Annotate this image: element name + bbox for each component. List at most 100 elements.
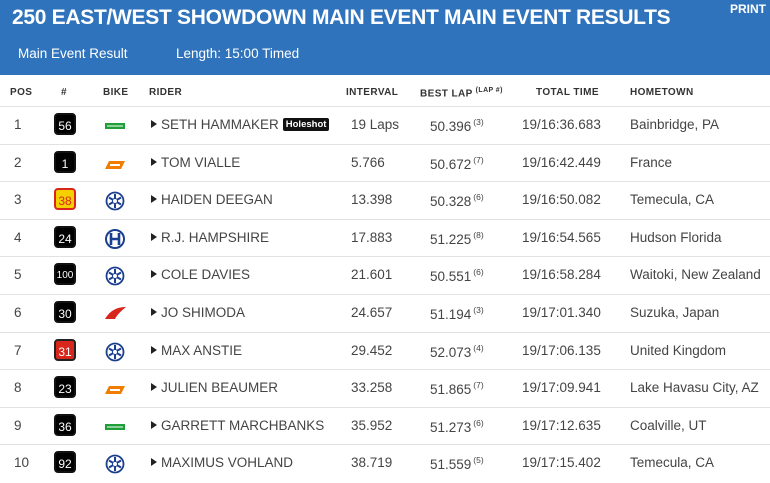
lap-number: (6) <box>473 267 484 278</box>
rider[interactable]: JULIEN BEAUMER <box>150 380 278 395</box>
expand-arrow <box>151 383 157 392</box>
total-time: 19/16:50.082 <box>522 192 601 208</box>
rider[interactable]: MAX ANSTIE <box>150 343 242 358</box>
total-time: 19/16:36.683 <box>522 117 601 132</box>
rider[interactable]: SETH HAMMAKER Holeshot <box>150 117 330 132</box>
best-lap: 50.551 (6) <box>430 267 484 284</box>
expand-arrow <box>151 232 157 241</box>
best-lap-time: 52.073 <box>430 344 472 360</box>
interval: 5.766 <box>351 154 385 170</box>
total-time: 19/17:12.635 <box>522 417 601 433</box>
lap-number: (6) <box>473 417 484 428</box>
hometown: Coalville, UT <box>630 417 707 433</box>
col-header: POS <box>10 87 33 98</box>
hometown: France <box>630 154 673 170</box>
col-header: INTERVAL <box>346 87 399 98</box>
bike-icon <box>105 423 125 430</box>
pos: 8 <box>14 380 22 396</box>
rider-name: HAIDEN DEEGAN <box>161 192 273 208</box>
bike-icon <box>105 307 126 319</box>
rider-name: MAX ANSTIE <box>161 342 243 358</box>
best-lap-time: 50.328 <box>430 194 472 210</box>
rider-name: R.J. HAMPSHIRE <box>161 229 270 245</box>
hometown: Temecula, CA <box>630 192 715 208</box>
pos: 6 <box>14 305 22 320</box>
number-plate: 100 <box>54 263 76 286</box>
table-row: 10 92 MAXIMUS VOHLAND 38.719 51.559 (5) 19/17:… <box>0 444 770 483</box>
col-header: HOMETOWN <box>630 87 694 98</box>
number-plate: 56 <box>54 113 76 135</box>
col-header: BEST LAP (LAP #) <box>420 87 503 99</box>
pos: 7 <box>14 342 22 358</box>
number-plate: 92 <box>54 451 76 474</box>
number-plate: 36 <box>54 413 76 436</box>
lap-number: (7) <box>473 154 484 165</box>
interval: 35.952 <box>351 417 393 433</box>
col-header: BIKE <box>103 87 129 98</box>
best-lap: 50.328 (6) <box>430 192 484 209</box>
best-lap-time: 51.273 <box>430 419 472 435</box>
total-time: 19/17:09.941 <box>522 380 601 396</box>
rider-name: JO SHIMODA <box>161 305 246 320</box>
rider[interactable]: HAIDEN DEEGAN <box>150 192 273 207</box>
table-row: 2 1 TOM VIALLE 5.766 50.672 (7) 19/16:42.449 Fr… <box>0 143 770 183</box>
rider[interactable]: COLE DAVIES <box>150 267 250 282</box>
total-time: 19/17:15.402 <box>522 455 601 471</box>
rider-name: JULIEN BEAUMER <box>161 380 279 396</box>
expand-arrow <box>151 458 157 467</box>
best-lap-time: 50.396 <box>430 119 472 134</box>
bike-icon <box>105 454 125 474</box>
number-plate: 30 <box>54 301 76 323</box>
print-button[interactable]: PRINT <box>730 2 766 16</box>
rider[interactable]: MAXIMUS VOHLAND <box>150 455 293 470</box>
best-lap: 51.273 (6) <box>430 418 484 435</box>
best-lap: 50.672 (7) <box>430 155 484 172</box>
expand-arrow <box>151 270 157 279</box>
pos: 1 <box>14 117 22 132</box>
lap-number: (3) <box>473 117 484 127</box>
table-row: 1 56 SETH HAMMAKER Holeshot 19 Laps 50.396 (3)… <box>0 106 770 145</box>
bike-icon <box>105 123 125 129</box>
table-row: 8 23 JULIEN BEAUMER 33.258 51.865 (7) 19/17:09… <box>0 369 770 408</box>
pos: 2 <box>14 154 22 170</box>
header-bar: 250 EAST/WEST SHOWDOWN MAIN EVENT MAIN E… <box>0 0 770 75</box>
interval: 38.719 <box>351 455 393 471</box>
bike-icon <box>105 160 125 169</box>
best-lap: 52.073 (4) <box>430 343 484 360</box>
best-lap-time: 50.672 <box>430 156 472 172</box>
rider[interactable]: R.J. HAMPSHIRE <box>150 230 269 245</box>
col-header: # <box>61 87 67 98</box>
col-header-note: (LAP #) <box>475 87 503 94</box>
table-row: 4 24 R.J. HAMPSHIRE 17.883 51.225 (8) 19/16:54… <box>0 218 770 258</box>
interval: 13.398 <box>351 192 393 208</box>
expand-arrow <box>151 195 157 204</box>
best-lap: 51.225 (8) <box>430 230 484 247</box>
bike-icon <box>105 228 125 249</box>
expand-arrow <box>151 345 157 354</box>
total-time: 19/16:58.284 <box>522 267 601 283</box>
bike-icon <box>105 342 125 361</box>
rider-name: SETH HAMMAKER <box>161 117 279 132</box>
pos: 10 <box>14 455 30 471</box>
badge: Holeshot <box>282 118 330 131</box>
title: 250 EAST/WEST SHOWDOWN MAIN EVENT MAIN E… <box>12 6 671 29</box>
interval: 29.452 <box>351 342 393 358</box>
best-lap: 51.559 (5) <box>430 455 484 472</box>
rider[interactable]: GARRETT MARCHBANKS <box>150 418 324 433</box>
rider[interactable]: TOM VIALLE <box>150 155 240 170</box>
total-time: 19/17:06.135 <box>522 342 601 358</box>
best-lap-time: 51.559 <box>430 457 472 473</box>
hometown: Waitoki, New Zealand <box>630 267 761 283</box>
lap-number: (7) <box>473 380 484 391</box>
rider[interactable]: JO SHIMODA <box>150 305 245 320</box>
hometown: Bainbridge, PA <box>630 117 720 132</box>
number-plate: 38 <box>54 188 76 211</box>
expand-arrow <box>151 157 157 166</box>
rider-name: MAXIMUS VOHLAND <box>161 455 294 471</box>
best-lap-time: 51.225 <box>430 231 472 247</box>
interval: 19 Laps <box>351 117 400 132</box>
interval: 24.657 <box>351 305 393 320</box>
lap-number: (5) <box>473 455 484 466</box>
expand-arrow <box>151 120 157 128</box>
